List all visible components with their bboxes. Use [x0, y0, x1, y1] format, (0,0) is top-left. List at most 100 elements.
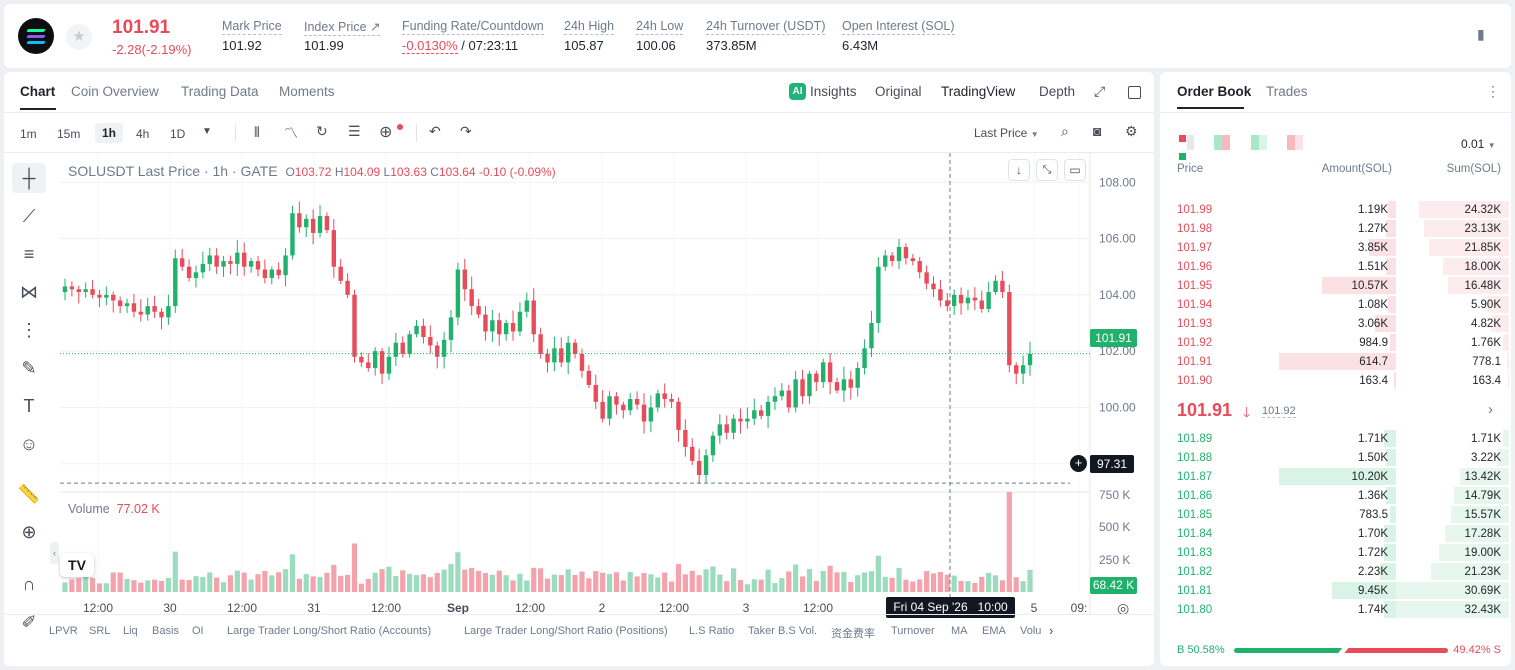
text-tool-icon[interactable]: T [23, 396, 35, 416]
bottom-tab[interactable]: Turnover [891, 625, 935, 637]
undo-icon[interactable]: ↶ [429, 123, 441, 139]
projection-tool-icon[interactable]: ⋮ [20, 320, 38, 340]
bid-row[interactable]: 101.83 1.72K 19.00K [1160, 543, 1511, 562]
redo-icon[interactable]: ↷ [460, 123, 472, 139]
ruler-tool-icon[interactable]: 📏 [17, 484, 41, 504]
chart-settings-icon[interactable]: ◎ [1117, 600, 1130, 616]
trendline-tool-icon[interactable]: ⟋ [22, 206, 36, 226]
interval-1D[interactable]: 1D [170, 127, 186, 141]
bottom-tab[interactable]: Taker B.S Vol. [748, 625, 818, 637]
depth-tab[interactable]: Depth [1039, 84, 1076, 99]
brush-tool-icon[interactable]: ✎ [21, 358, 37, 378]
bottom-tab[interactable]: L.S Ratio [689, 625, 735, 637]
bid-row[interactable]: 101.86 1.36K 14.79K [1160, 486, 1511, 505]
candle-body [448, 317, 454, 340]
ask-row[interactable]: 101.94 1.08K 5.90K [1160, 295, 1511, 314]
templates-icon[interactable]: ☰ [348, 123, 361, 139]
interval-15m[interactable]: 15m [57, 127, 81, 141]
bid-row[interactable]: 101.87 10.20K 13.42K [1160, 467, 1511, 486]
bottom-tab[interactable]: Large Trader Long/Short Ratio (Positions… [464, 625, 668, 637]
ask-row[interactable]: 101.99 1.19K 24.32K [1160, 200, 1511, 219]
insights-tab[interactable]: Insights [810, 84, 857, 99]
fullscreen-icon[interactable] [1128, 86, 1141, 99]
search-icon[interactable]: ⌕ [1061, 123, 1069, 139]
tradingview-logo-icon[interactable]: TV [60, 553, 94, 577]
bottom-tab[interactable]: OI [192, 625, 204, 637]
tab-trades[interactable]: Trades [1266, 84, 1308, 99]
add-order-icon[interactable]: + [1070, 455, 1087, 472]
candle-body [193, 272, 199, 278]
tab-order-book[interactable]: Order Book [1177, 84, 1252, 99]
bid-row[interactable]: 101.80 1.74K 32.43K [1160, 600, 1511, 619]
view-bids-icon[interactable] [1251, 135, 1267, 150]
book-icon[interactable]: ▮ [1477, 26, 1485, 42]
magnet-icon[interactable]: ∩ [22, 574, 36, 594]
view-split-icon[interactable] [1214, 135, 1230, 150]
candle-type-icon[interactable]: ⫴ [254, 124, 260, 140]
indicators-icon[interactable]: 〽 [284, 125, 298, 141]
view-both-icon[interactable] [1179, 135, 1194, 173]
ask-row[interactable]: 101.92 984.9 1.76K [1160, 333, 1511, 352]
volume-bar [855, 575, 861, 592]
original-tab[interactable]: Original [875, 84, 922, 99]
bid-row[interactable]: 101.82 2.23K 21.23K [1160, 562, 1511, 581]
zoom-in-icon[interactable]: ⊕ [21, 522, 37, 542]
settings-gear-icon[interactable]: ⚙ [1125, 123, 1138, 139]
bottom-tab[interactable]: 资金费率 [831, 628, 875, 640]
interval-4h[interactable]: 4h [136, 127, 150, 141]
replay-icon[interactable]: ↻ [316, 123, 328, 139]
bottom-tab[interactable]: Volu [1020, 625, 1042, 637]
bid-row[interactable]: 101.88 1.50K 3.22K [1160, 448, 1511, 467]
ask-row[interactable]: 101.93 3.06K 4.82K [1160, 314, 1511, 333]
scroll-down-icon[interactable]: ↓ [1008, 159, 1030, 181]
bid-row[interactable]: 101.84 1.70K 17.28K [1160, 524, 1511, 543]
bottom-tab[interactable]: MA [951, 625, 968, 637]
expand-icon[interactable]: ⤢ [1094, 83, 1106, 99]
maximize-pane-icon[interactable]: ▭ [1064, 159, 1086, 181]
bottom-tab[interactable]: SRL [89, 625, 111, 637]
interval-dropdown-icon[interactable]: ▼ [202, 126, 212, 137]
ai-insights-icon[interactable]: AI [789, 83, 806, 100]
collapse-toolbar-icon[interactable]: ‹ [50, 542, 59, 564]
ask-row[interactable]: 101.98 1.27K 23.13K [1160, 219, 1511, 238]
bottom-tab[interactable]: EMA [982, 625, 1006, 637]
bottom-tab[interactable]: Liq [123, 625, 138, 637]
pattern-tool-icon[interactable]: ⋈ [20, 282, 38, 302]
tab-chart[interactable]: Chart [20, 84, 56, 99]
bottom-tab[interactable]: LPVR [49, 625, 78, 637]
ask-row[interactable]: 101.95 10.57K 16.48K [1160, 276, 1511, 295]
favorite-star-icon[interactable]: ★ [66, 24, 92, 50]
screenshot-icon[interactable]: ◙ [1093, 123, 1102, 139]
bottom-tabs-next-icon[interactable]: › [1049, 623, 1054, 638]
pencil-lock-icon[interactable]: ✐ [21, 612, 37, 632]
collapse-pane-icon[interactable]: ⤡ [1036, 159, 1058, 181]
candle-body [807, 373, 812, 397]
ask-row[interactable]: 101.91 614.7 778.1 [1160, 352, 1511, 371]
tab-trading-data[interactable]: Trading Data [181, 84, 259, 99]
ask-row[interactable]: 101.90 163.4 163.4 [1160, 371, 1511, 390]
price-type-select[interactable]: Last Price ▼ [974, 126, 1039, 140]
bottom-tab[interactable]: Basis [152, 625, 179, 637]
tradingview-tab[interactable]: TradingView [941, 84, 1016, 99]
chevron-right-icon[interactable]: › [1488, 401, 1493, 418]
depth-sum-bar [1431, 563, 1509, 580]
view-asks-icon[interactable] [1287, 135, 1303, 150]
precision-select[interactable]: 0.01 ▼ [1461, 137, 1496, 151]
bid-row[interactable]: 101.85 783.5 15.57K [1160, 505, 1511, 524]
tab-moments[interactable]: Moments [279, 84, 335, 99]
crosshair-tool-icon[interactable]: ┼ [12, 163, 46, 193]
tab-coin-overview[interactable]: Coin Overview [71, 84, 159, 99]
bottom-tab[interactable]: Large Trader Long/Short Ratio (Accounts) [227, 625, 432, 637]
add-alert-icon[interactable]: ⊕ [379, 124, 393, 141]
ask-row[interactable]: 101.97 3.85K 21.85K [1160, 238, 1511, 257]
interval-1h[interactable]: 1h [95, 123, 124, 143]
emoji-tool-icon[interactable]: ☺ [19, 434, 39, 454]
ask-row[interactable]: 101.96 1.51K 18.00K [1160, 257, 1511, 276]
candle-body [503, 323, 509, 335]
bid-row[interactable]: 101.81 9.45K 30.69K [1160, 581, 1511, 600]
interval-1m[interactable]: 1m [20, 127, 37, 141]
more-menu-icon[interactable]: ⋮ [1486, 83, 1500, 99]
bid-row[interactable]: 101.89 1.71K 1.71K [1160, 429, 1511, 448]
fib-tool-icon[interactable]: ≡ [23, 244, 35, 264]
